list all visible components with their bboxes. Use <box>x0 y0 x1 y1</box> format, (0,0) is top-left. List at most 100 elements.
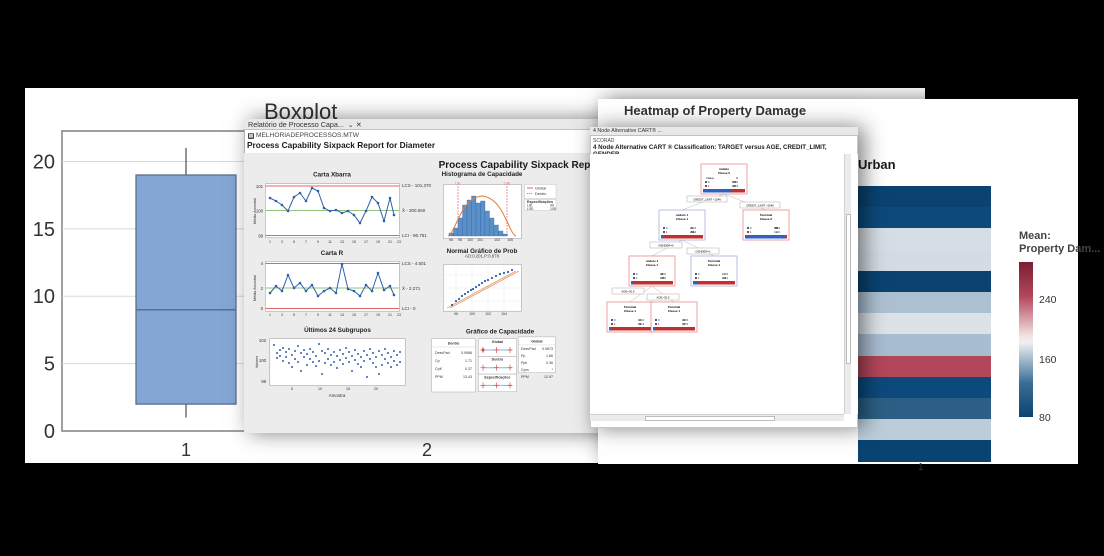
svg-text:91.1: 91.1 <box>723 276 729 280</box>
svg-text:3: 3 <box>281 313 283 317</box>
svg-text:5: 5 <box>293 313 295 317</box>
svg-text:19: 19 <box>376 313 380 317</box>
svg-text:9: 9 <box>317 313 319 317</box>
svg-text:Média Amostral: Média Amostral <box>253 275 257 301</box>
svg-text:Classe 1: Classe 1 <box>624 309 637 313</box>
svg-text:0.9566: 0.9566 <box>461 351 472 355</box>
svg-text:23.5: 23.5 <box>683 318 689 322</box>
svg-text:0.37: 0.37 <box>465 367 472 371</box>
svg-text:22.4: 22.4 <box>733 184 739 188</box>
svg-text:102: 102 <box>494 238 500 242</box>
svg-text:Média Amostral: Média Amostral <box>253 198 257 224</box>
svg-text:23: 23 <box>397 240 401 244</box>
svg-text:5: 5 <box>293 240 295 244</box>
svg-text:76.5: 76.5 <box>683 322 689 326</box>
svg-text:7: 7 <box>305 240 307 244</box>
svg-text:X̄ - 300.060: X̄ - 300.060 <box>402 207 426 213</box>
svg-text:0: 0 <box>44 421 55 443</box>
svg-text:100: 100 <box>259 358 267 363</box>
svg-text:LCS - 101.370: LCS - 101.370 <box>402 183 432 188</box>
svg-text:Classe 0: Classe 0 <box>718 171 731 175</box>
svg-text:0.36: 0.36 <box>546 361 553 365</box>
svg-text:9: 9 <box>317 240 319 244</box>
svg-text:Classe: Classe <box>706 176 714 180</box>
svg-text:Cpm: Cpm <box>521 368 529 372</box>
svg-text:LSE: LSE <box>527 207 534 211</box>
svg-text:78.0: 78.0 <box>661 276 667 280</box>
svg-text:102: 102 <box>259 338 267 343</box>
svg-text:4.6: 4.6 <box>776 230 780 234</box>
svg-text:23: 23 <box>397 313 401 317</box>
svg-text:98: 98 <box>458 238 462 242</box>
svg-text:X̄ - 2.271: X̄ - 2.271 <box>402 285 421 291</box>
svg-text:101: 101 <box>256 184 264 189</box>
svg-text:96: 96 <box>454 312 458 316</box>
svg-text:Classe 1: Classe 1 <box>668 309 681 313</box>
svg-text:LCS - 4.501: LCS - 4.501 <box>402 261 427 266</box>
svg-text:CpK: CpK <box>435 367 443 371</box>
svg-text:Global: Global <box>535 186 546 190</box>
svg-text:20: 20 <box>374 387 378 391</box>
svg-text:Classe 0: Classe 0 <box>760 217 773 221</box>
svg-text:22.0: 22.0 <box>661 272 667 276</box>
svg-text:1: 1 <box>181 440 191 460</box>
svg-text:21: 21 <box>388 313 392 317</box>
svg-text:21: 21 <box>388 240 392 244</box>
svg-text:Global: Global <box>492 340 503 344</box>
svg-text:101: 101 <box>477 238 483 242</box>
svg-text:2: 2 <box>422 440 432 460</box>
svg-text:Carta Xbarra: Carta Xbarra <box>313 172 351 179</box>
svg-text:108: 108 <box>550 207 556 211</box>
svg-text:102: 102 <box>485 312 491 316</box>
svg-text:17: 17 <box>364 240 368 244</box>
svg-text:11: 11 <box>328 240 332 244</box>
svg-text:4: 4 <box>261 261 264 266</box>
svg-text:Dentro: Dentro <box>535 192 546 196</box>
svg-text:1: 1 <box>269 313 271 317</box>
svg-text:Especificações: Especificações <box>484 375 510 379</box>
svg-text:10: 10 <box>33 286 55 308</box>
svg-text:AD:0.201,P:0.878: AD:0.201,P:0.878 <box>465 253 500 258</box>
svg-text:Global: Global <box>531 339 542 343</box>
svg-text:Cp: Cp <box>435 359 440 363</box>
svg-text:GENDER=0: GENDER=0 <box>658 243 674 247</box>
svg-text:13: 13 <box>340 240 344 244</box>
svg-text:Dentro: Dentro <box>492 358 504 362</box>
svg-text:LCI - 96.751: LCI - 96.751 <box>402 233 427 238</box>
svg-text:11: 11 <box>328 313 332 317</box>
svg-text:PPM: PPM <box>435 375 443 379</box>
svg-text:12.97: 12.97 <box>544 375 553 379</box>
svg-text:95.4: 95.4 <box>775 226 781 230</box>
svg-text:1: 1 <box>269 240 271 244</box>
svg-text:Amostra: Amostra <box>329 393 346 398</box>
svg-text:15: 15 <box>352 240 356 244</box>
svg-text:15: 15 <box>352 313 356 317</box>
svg-text:Gráfico de Capacidade: Gráfico de Capacidade <box>466 328 535 335</box>
svg-text:0: 0 <box>261 306 264 311</box>
svg-text:Últimos 24 Subgrupos: Últimos 24 Subgrupos <box>304 325 371 334</box>
svg-text:0.9873: 0.9873 <box>542 347 553 351</box>
svg-text:AGE<30.5: AGE<30.5 <box>622 289 635 293</box>
svg-text:DesvPad: DesvPad <box>435 351 450 355</box>
svg-text:15: 15 <box>33 219 55 241</box>
svg-text:Ppk: Ppk <box>521 361 527 365</box>
svg-text:3: 3 <box>281 240 283 244</box>
svg-text:5: 5 <box>44 354 55 376</box>
svg-text:LSE: LSE <box>504 182 511 186</box>
svg-text:77.6: 77.6 <box>733 180 739 184</box>
svg-text:15.6: 15.6 <box>691 226 697 230</box>
svg-text:5: 5 <box>291 387 293 391</box>
svg-text:80.4: 80.4 <box>639 322 645 326</box>
svg-text:AGE>30.5: AGE>30.5 <box>657 295 670 299</box>
svg-text:Valores: Valores <box>255 356 259 369</box>
svg-text:GENDER=1: GENDER=1 <box>695 249 711 253</box>
svg-text:100: 100 <box>469 312 475 316</box>
svg-text:Histograma de Capacidade: Histograma de Capacidade <box>442 171 523 178</box>
svg-text:Classe 1: Classe 1 <box>708 263 721 267</box>
svg-text:Dentro: Dentro <box>448 342 460 346</box>
svg-text:DesvPad: DesvPad <box>521 347 536 351</box>
svg-text:19: 19 <box>376 240 380 244</box>
svg-text:8.9: 8.9 <box>724 272 728 276</box>
svg-text:Classe 1: Classe 1 <box>646 263 659 267</box>
svg-text:10: 10 <box>318 387 322 391</box>
